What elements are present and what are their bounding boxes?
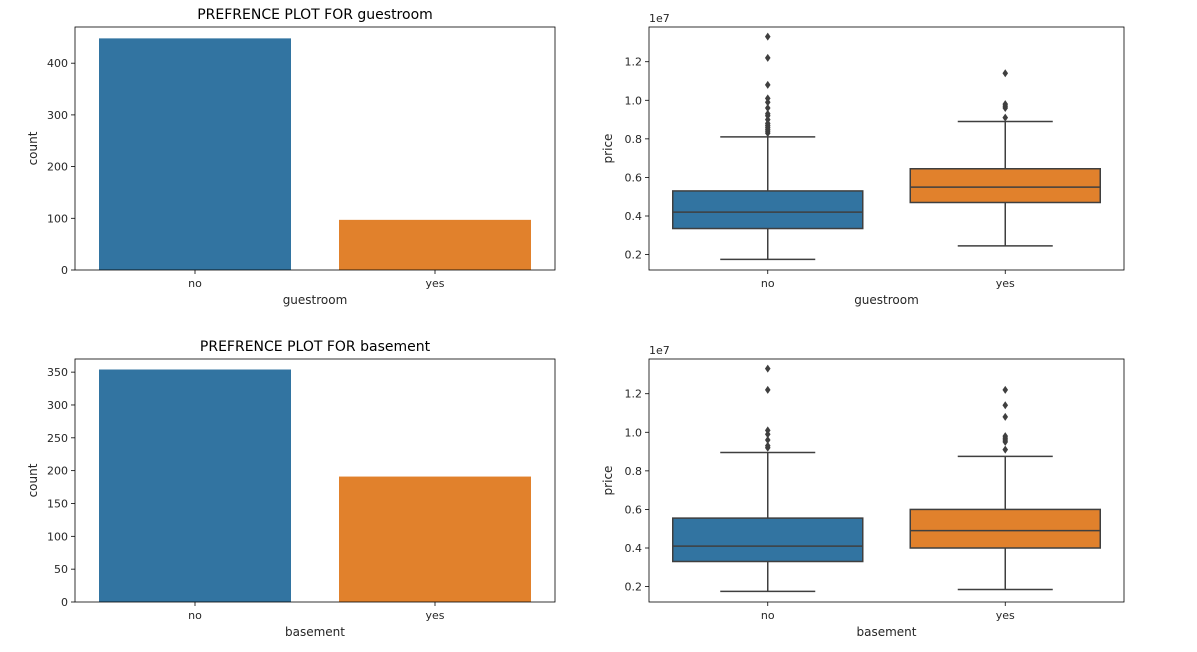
subplot-3: 0 50 100 150 200 250 300 350 no yes basement count P… [26, 339, 556, 639]
outlier-point [1002, 445, 1009, 454]
outlier-point [764, 94, 771, 103]
y-tick-label: 100 [47, 530, 68, 543]
y-tick-label: 50 [54, 563, 68, 576]
bar-no [99, 369, 291, 602]
x-axis-label: guestroom [854, 293, 919, 307]
outlier-point [1002, 412, 1009, 421]
outlier-point [764, 109, 771, 118]
box-iqr [909, 168, 1101, 204]
y-tick-label: 200 [47, 465, 68, 478]
subplot-2: 0.2 0.4 0.6 0.8 1.0 1.2 no yes guestroom price 1e7 [601, 12, 1125, 307]
bar-yes [339, 219, 531, 270]
y-tick-label: 350 [47, 366, 68, 379]
y-tick-label: 0 [61, 264, 68, 277]
x-axis-label: basement [857, 625, 917, 639]
bar-no [99, 38, 291, 271]
outlier-point [1002, 113, 1009, 122]
outlier-point [1002, 385, 1009, 394]
outlier-point [764, 441, 771, 450]
outlier-point [764, 436, 771, 444]
y-axis-label: count [26, 463, 40, 497]
subplot-4: 0.2 0.4 0.6 0.8 1.0 1.2 no yes basement price 1e7 [601, 344, 1125, 639]
y-tick-label: 0.4 [625, 542, 643, 555]
chart-title: PREFRENCE PLOT FOR guestroom [197, 7, 433, 23]
box-iqr [672, 517, 864, 563]
y-axis-label: price [601, 466, 615, 496]
y-tick-label: 300 [47, 399, 68, 412]
y-tick-label: 0.2 [625, 249, 643, 262]
x-tick-label: yes [996, 609, 1015, 622]
axes-frame [74, 26, 556, 271]
y-offset-label: 1e7 [649, 344, 670, 357]
box-no [672, 32, 864, 261]
y-tick-label: 250 [47, 432, 68, 445]
box-yes [909, 385, 1101, 591]
outlier-point [764, 104, 771, 112]
outlier-point [764, 385, 771, 394]
x-tick-label: no [188, 277, 202, 290]
y-tick-label: 1.0 [625, 426, 643, 439]
y-tick-label: 0 [61, 596, 68, 609]
outlier-point [1002, 401, 1009, 410]
box-no [672, 364, 864, 593]
y-tick-label: 0.8 [625, 465, 643, 478]
y-tick-label: 1.2 [625, 56, 643, 69]
chart-title: PREFRENCE PLOT FOR basement [200, 339, 431, 355]
y-tick-label: 0.2 [625, 581, 643, 594]
x-tick-label: no [761, 609, 775, 622]
subplot-1: 0 100 200 300 400 no yes guestroom count PREFRENC… [26, 7, 556, 307]
box-iqr [672, 190, 864, 230]
y-axis-label: count [26, 131, 40, 165]
y-tick-label: 100 [47, 212, 68, 225]
outlier-point [1002, 100, 1009, 109]
y-tick-label: 300 [47, 109, 68, 122]
bar-yes [339, 476, 531, 602]
y-tick-label: 0.6 [625, 171, 643, 184]
outlier-point [1002, 432, 1009, 441]
x-tick-label: yes [425, 277, 444, 290]
x-axis-label: basement [285, 625, 345, 639]
y-tick-label: 0.6 [625, 503, 643, 516]
x-tick-label: no [188, 609, 202, 622]
outlier-point [764, 53, 771, 62]
outlier-point [1002, 69, 1009, 78]
outlier-point [764, 426, 771, 435]
y-tick-label: 0.4 [625, 210, 643, 223]
axes-frame [74, 358, 556, 603]
y-offset-label: 1e7 [649, 12, 670, 25]
y-tick-label: 1.0 [625, 94, 643, 107]
axes-frame [648, 358, 1125, 603]
y-tick-label: 1.2 [625, 388, 643, 401]
x-tick-label: yes [425, 609, 444, 622]
y-axis-label: price [601, 134, 615, 164]
x-tick-label: no [761, 277, 775, 290]
x-axis-label: guestroom [283, 293, 348, 307]
axes-frame [648, 26, 1125, 271]
box-iqr [909, 508, 1101, 549]
y-tick-label: 200 [47, 161, 68, 174]
y-tick-label: 0.8 [625, 133, 643, 146]
outlier-point [764, 80, 771, 89]
x-tick-label: yes [996, 277, 1015, 290]
y-tick-label: 400 [47, 57, 68, 70]
outlier-point [764, 32, 771, 41]
box-yes [909, 69, 1101, 247]
outlier-point [764, 364, 771, 373]
y-tick-label: 150 [47, 497, 68, 510]
